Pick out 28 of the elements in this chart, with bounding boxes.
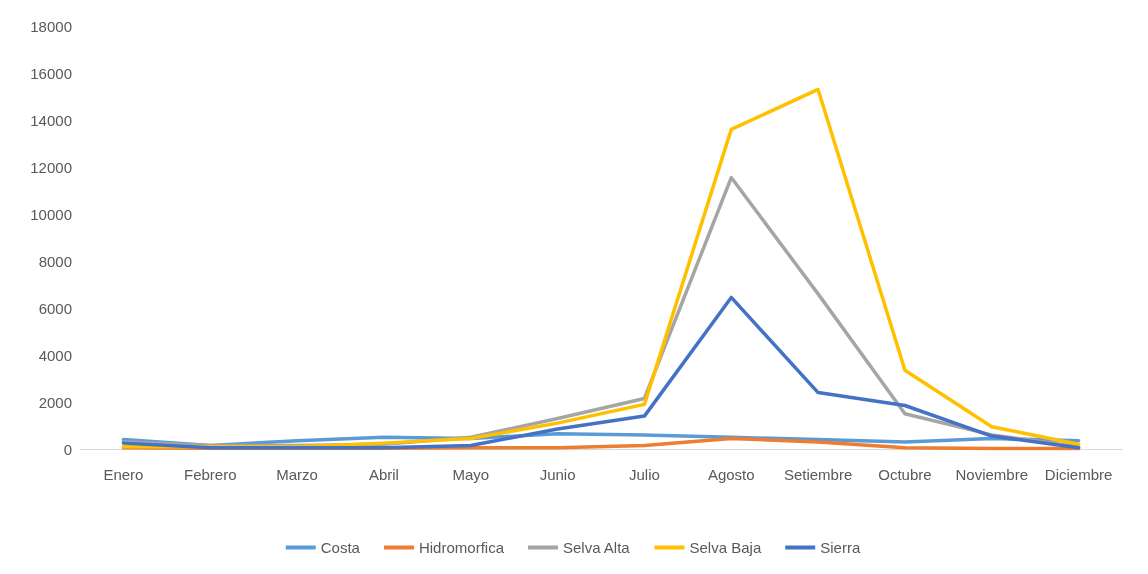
legend-label: Sierra: [820, 539, 861, 556]
y-tick-label: 12000: [30, 158, 72, 176]
line-series: [121, 295, 1081, 450]
x-tick-label: Diciembre: [1044, 466, 1113, 483]
x-tick-label: Setiembre: [783, 466, 853, 483]
x-tick-label: Julio: [628, 466, 660, 483]
legend-label: Selva Baja: [689, 539, 762, 556]
x-tick-label: Agosto: [707, 466, 755, 483]
x-tick-label: Enero: [103, 466, 144, 483]
y-tick-label: 8000: [38, 252, 72, 270]
y-tick-label: 2000: [38, 393, 72, 411]
legend-label: Costa: [320, 539, 361, 556]
legend-label: Hidromorfica: [418, 539, 505, 556]
x-tick-label: Junio: [539, 466, 576, 483]
x-tick-label: Febrero: [183, 466, 237, 483]
y-tick-label: 0: [63, 440, 72, 458]
y-tick-label: 6000: [38, 299, 72, 317]
x-tick-label: Abril: [368, 466, 399, 483]
x-tick-label: Mayo: [452, 466, 490, 483]
y-tick-label: 16000: [30, 64, 72, 82]
x-tick-label: Noviembre: [955, 466, 1029, 483]
y-tick-label: 18000: [30, 17, 72, 35]
x-tick-label: Marzo: [276, 466, 318, 483]
legend-label: Selva Alta: [562, 539, 631, 556]
y-tick-label: 14000: [30, 111, 72, 129]
x-tick-label: Octubre: [878, 466, 932, 483]
y-tick-label: 4000: [38, 346, 72, 364]
y-tick-label: 10000: [30, 205, 72, 223]
